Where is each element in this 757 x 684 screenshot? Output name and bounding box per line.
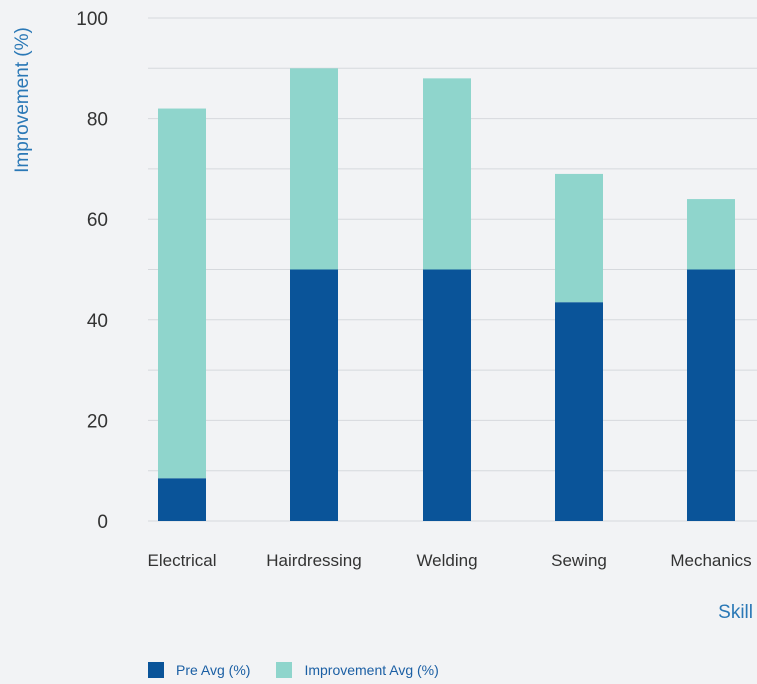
y-tick-label: 40 [87, 311, 108, 332]
x-tick-label: Welding [416, 551, 477, 570]
legend-item-improvement: Improvement Avg (%) [276, 662, 439, 678]
legend-swatch-pre [148, 662, 164, 678]
bars-layer [158, 68, 735, 521]
x-axis-title: Skill [718, 602, 753, 623]
bar-pre-hairdressing [290, 269, 338, 521]
x-tick-label: Electrical [148, 551, 217, 570]
bar-pre-electrical [158, 478, 206, 521]
x-tick-label: Hairdressing [266, 551, 361, 570]
bar-pre-sewing [555, 302, 603, 521]
bar-improvement-electrical [158, 108, 206, 479]
y-axis-title: Improvement (%) [12, 27, 33, 173]
legend: Pre Avg (%) Improvement Avg (%) [148, 662, 465, 678]
legend-swatch-improvement [276, 662, 293, 678]
bar-improvement-mechanics [687, 199, 735, 270]
y-tick-labels: 0 20 40 60 80 100 [76, 9, 108, 533]
bar-pre-mechanics [687, 269, 735, 521]
y-tick-label: 80 [87, 110, 108, 131]
x-tick-labels: Electrical Hairdressing Welding Sewing Mecha… [148, 551, 752, 570]
bar-improvement-welding [423, 78, 471, 270]
x-tick-label: Mechanics [670, 551, 751, 570]
legend-label-pre: Pre Avg (%) [176, 662, 251, 678]
y-tick-label: 0 [97, 512, 108, 533]
bar-improvement-sewing [555, 173, 603, 303]
legend-item-pre: Pre Avg (%) [148, 662, 250, 678]
bar-pre-welding [423, 269, 471, 521]
legend-label-improvement: Improvement Avg (%) [304, 662, 439, 678]
x-tick-label: Sewing [551, 551, 607, 570]
bar-improvement-hairdressing [290, 68, 338, 270]
y-tick-label: 100 [76, 9, 108, 30]
y-tick-label: 60 [87, 210, 108, 231]
y-tick-label: 20 [87, 411, 108, 432]
